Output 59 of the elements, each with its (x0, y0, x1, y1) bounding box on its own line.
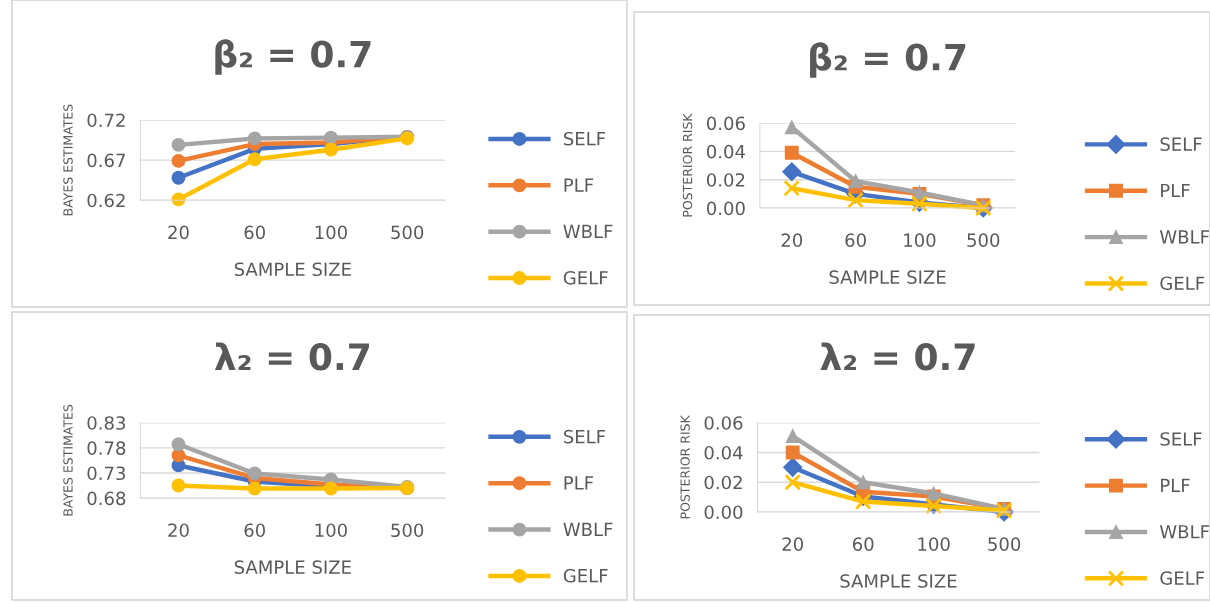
chart-title: β₂ = 0.7 (810, 42, 966, 78)
x-tick-label: 20 (168, 523, 189, 538)
y-tick-label: 0.73 (87, 466, 126, 481)
y-tick-label: 0.04 (704, 445, 743, 460)
chart-title: λ₂ = 0.7 (820, 342, 975, 371)
x-tick-label: 500 (391, 523, 424, 538)
x-tick-label: 60 (244, 225, 265, 240)
y-tick-label: 0.06 (704, 416, 743, 430)
x-tick-label: 20 (168, 225, 189, 240)
legend-label: WBLF (1159, 230, 1209, 244)
legend-label: WBLF (563, 224, 613, 239)
x-tick-label: 60 (244, 523, 265, 538)
chart-title: β₂ = 0.7 (215, 39, 371, 75)
x-tick-label: 60 (845, 233, 866, 248)
legend-label: PLF (1161, 478, 1190, 492)
legend-label: PLF (564, 476, 594, 490)
y-tick-label: 0.00 (704, 505, 743, 520)
y-tick-label: 0.83 (87, 416, 126, 430)
x-tick-label: 20 (781, 233, 803, 248)
x-tick-label: 500 (988, 537, 1021, 551)
y-axis-title: POSTERIOR RISK (680, 414, 690, 519)
y-tick-label: 0.04 (706, 144, 745, 159)
legend-label: WBLF (1159, 525, 1209, 539)
legend-label: SELF (1160, 432, 1202, 446)
x-tick-label: 100 (315, 225, 347, 240)
y-tick-label: 0.67 (87, 153, 125, 168)
y-tick-label: 0.02 (704, 475, 742, 490)
legend-label: GELF (1160, 276, 1205, 291)
x-axis-title: SAMPLE SIZE (234, 262, 351, 277)
y-axis-title: BAYES ESTIMATES (63, 404, 73, 516)
legend-label: GELF (563, 270, 608, 285)
x-tick-label: 60 (852, 537, 874, 551)
legend-label: PLF (564, 178, 594, 192)
y-tick-label: 0.02 (706, 173, 745, 187)
x-tick-label: 100 (904, 233, 936, 248)
legend-label: WBLF (563, 522, 613, 536)
legend-label: SELF (563, 429, 606, 444)
x-axis-title: SAMPLE SIZE (234, 560, 351, 574)
legend-label: SELF (1160, 137, 1202, 151)
x-tick-label: 20 (782, 537, 803, 551)
y-axis-title: POSTERIOR RISK (682, 113, 693, 217)
x-tick-label: 100 (315, 523, 347, 538)
x-axis-title: SAMPLE SIZE (840, 574, 957, 588)
x-tick-label: 500 (967, 233, 1000, 248)
y-tick-label: 0.72 (87, 113, 125, 128)
y-tick-label: 0.78 (87, 441, 126, 455)
y-tick-label: 0.62 (87, 193, 125, 208)
chart-title: λ₂ = 0.7 (214, 342, 369, 371)
legend-label: GELF (563, 568, 608, 583)
y-axis-title: BAYES ESTIMATES (63, 104, 73, 216)
y-tick-label: 0.00 (706, 201, 745, 216)
legend-label: GELF (1160, 571, 1205, 585)
y-tick-label: 0.06 (706, 116, 745, 131)
x-tick-label: 100 (918, 537, 950, 551)
legend-label: SELF (563, 131, 606, 146)
legend-label: PLF (1161, 183, 1190, 198)
x-axis-title: SAMPLE SIZE (829, 270, 946, 284)
x-tick-label: 500 (391, 225, 424, 240)
y-tick-label: 0.68 (87, 491, 126, 506)
